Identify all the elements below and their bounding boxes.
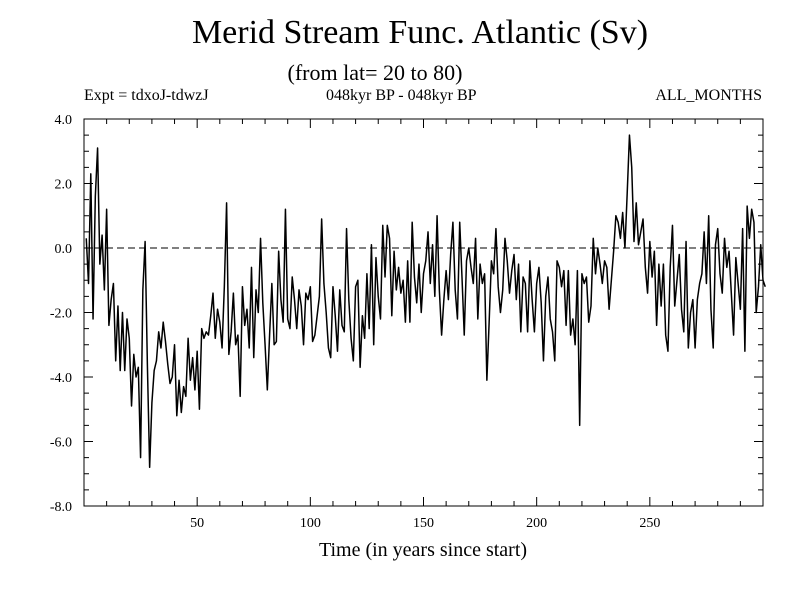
x-tick-label: 100: [300, 516, 321, 531]
months-label: ALL_MONTHS: [655, 87, 762, 104]
y-tick-label: -4.0: [50, 371, 72, 386]
y-tick-label: -8.0: [50, 500, 72, 515]
x-tick-label: 250: [639, 516, 660, 531]
x-tick-label: 150: [413, 516, 434, 531]
y-tick-label: -6.0: [50, 436, 72, 451]
axis-ticks: [84, 119, 763, 506]
x-tick-label: 50: [190, 516, 204, 531]
y-tick-label: 0.0: [55, 242, 73, 257]
axis-tick-labels: 50 100 150 200 250 -8.0 -6.0 -4.0 -2.0 0.0 2.0 4.0: [50, 113, 661, 531]
x-tick-label: 200: [526, 516, 547, 531]
experiment-label: Expt = tdxoJ-tdwzJ: [84, 87, 209, 104]
period-label: 048kyr BP - 048kyr BP: [326, 87, 477, 104]
chart-subtitle: (from lat= 20 to 80): [287, 60, 463, 85]
series-line: [85, 134, 766, 469]
plot-frame: [83, 118, 764, 507]
chart-title: Merid Stream Func. Atlantic (Sv): [191, 14, 649, 51]
y-tick-label: 2.0: [55, 178, 73, 193]
y-tick-label: -2.0: [50, 307, 72, 322]
y-tick-label: 4.0: [55, 113, 73, 128]
x-axis-label: Time (in years since start): [318, 539, 528, 561]
